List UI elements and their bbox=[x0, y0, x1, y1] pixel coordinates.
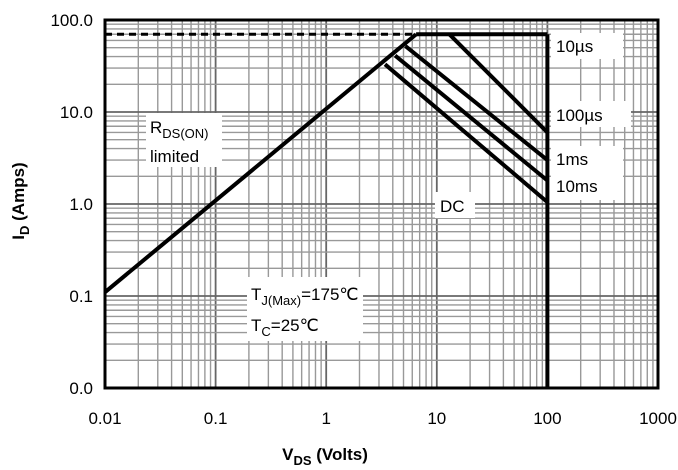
t100us-label-box bbox=[551, 101, 631, 127]
series-line bbox=[447, 32, 549, 134]
x-tick-label: 1000 bbox=[639, 409, 677, 428]
series-line bbox=[393, 54, 549, 183]
dc-label-box bbox=[435, 192, 475, 218]
t1ms-label: 1ms bbox=[556, 150, 588, 169]
tc-label: TC=25℃ bbox=[251, 316, 319, 339]
t1ms-label-box bbox=[551, 146, 623, 200]
tick-labels: 0.01 0.1 1 10 100 1000 0.0 0.1 1.0 10.0 100.0 bbox=[50, 11, 676, 428]
x-tick-label: 0.01 bbox=[88, 409, 121, 428]
dc-label: DC bbox=[440, 197, 465, 216]
series-line bbox=[404, 44, 549, 162]
tj-label: TJ(Max)=175℃ bbox=[251, 285, 359, 308]
x-axis-label: VDS (Volts) bbox=[282, 445, 368, 468]
y-axis-label: ID (Amps) bbox=[9, 162, 32, 239]
plot-frame bbox=[103, 18, 660, 390]
x-tick-label: 100 bbox=[533, 409, 561, 428]
conditions-box bbox=[247, 277, 363, 341]
x-tick-label: 1 bbox=[321, 409, 330, 428]
plot-border bbox=[103, 18, 660, 390]
t10ms-label: 10ms bbox=[556, 177, 598, 196]
y-tick-label: 0.1 bbox=[69, 287, 93, 306]
y-tick-label: 100.0 bbox=[50, 11, 93, 30]
grid bbox=[104, 20, 658, 389]
t10us-label-box bbox=[551, 33, 623, 59]
t100us-label: 100µs bbox=[556, 106, 603, 125]
x-tick-label: 10 bbox=[427, 409, 446, 428]
rds-label-box bbox=[146, 113, 222, 167]
series-line bbox=[383, 62, 549, 204]
series-line bbox=[103, 32, 418, 294]
t10us-label: 10µs bbox=[556, 37, 593, 56]
y-tick-label: 10.0 bbox=[60, 103, 93, 122]
y-tick-label: 1.0 bbox=[69, 195, 93, 214]
rds-label: RDS(ON) bbox=[150, 118, 209, 141]
x-tick-label: 0.1 bbox=[204, 409, 228, 428]
y-tick-label: 0.0 bbox=[69, 379, 93, 398]
rds-label-line2: limited bbox=[150, 147, 199, 166]
series-lines bbox=[103, 32, 550, 388]
